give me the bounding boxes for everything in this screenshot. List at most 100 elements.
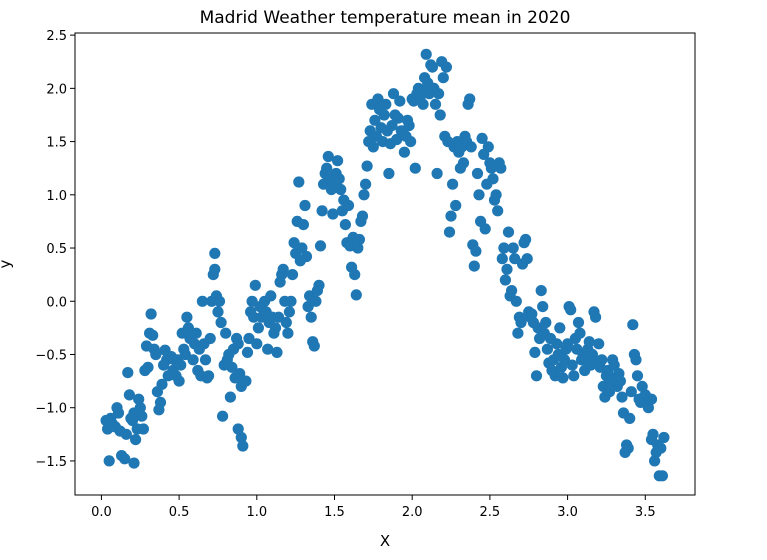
- data-point: [310, 295, 322, 307]
- data-point: [431, 167, 443, 180]
- data-point: [530, 370, 543, 382]
- data-point: [624, 412, 636, 424]
- data-point: [150, 348, 162, 361]
- data-point: [512, 327, 524, 339]
- data-point: [112, 407, 125, 419]
- x-tick-label: 0.0: [91, 505, 112, 520]
- data-point: [468, 260, 480, 272]
- data-point: [627, 319, 639, 331]
- data-point: [241, 346, 254, 358]
- y-tick-label: −1.0: [35, 402, 67, 417]
- data-point: [590, 311, 602, 323]
- data-point: [285, 295, 297, 307]
- data-point: [405, 136, 417, 148]
- data-point: [655, 442, 667, 454]
- data-point: [154, 396, 167, 408]
- data-point: [535, 285, 547, 297]
- data-point: [394, 95, 406, 107]
- data-point: [631, 370, 644, 382]
- data-point: [175, 359, 187, 371]
- data-point: [457, 157, 470, 169]
- data-point: [583, 336, 595, 348]
- data-point: [128, 457, 140, 469]
- data-point: [498, 242, 510, 254]
- data-point: [204, 332, 216, 345]
- data-point: [142, 361, 154, 373]
- data-point: [470, 245, 482, 257]
- data-point: [566, 359, 578, 371]
- x-tick-label: 1.0: [246, 505, 267, 520]
- data-point: [156, 378, 168, 390]
- data-point: [217, 410, 229, 422]
- data-point: [380, 98, 392, 110]
- data-point: [352, 242, 364, 254]
- data-point: [495, 162, 507, 174]
- data-point: [614, 375, 627, 387]
- data-point: [305, 311, 317, 323]
- data-point: [300, 250, 313, 263]
- data-point: [321, 162, 333, 174]
- data-point: [479, 223, 491, 235]
- data-point: [203, 370, 215, 382]
- data-point: [280, 316, 292, 329]
- data-point: [386, 120, 398, 132]
- data-point: [540, 316, 552, 329]
- data-point: [557, 372, 569, 384]
- data-point: [622, 442, 634, 454]
- data-point: [506, 285, 518, 297]
- data-point: [443, 226, 456, 238]
- data-point: [554, 322, 566, 334]
- data-point: [226, 361, 238, 373]
- data-point: [119, 453, 131, 465]
- data-point: [269, 322, 282, 334]
- data-point: [383, 167, 395, 180]
- data-point: [656, 470, 669, 482]
- data-point: [537, 301, 549, 313]
- x-tick-label: 3.5: [635, 505, 656, 520]
- data-point: [437, 72, 449, 84]
- data-point: [409, 162, 421, 174]
- data-point: [196, 295, 208, 307]
- plot-frame: [74, 32, 696, 496]
- data-point: [283, 306, 295, 318]
- data-point: [314, 240, 327, 252]
- y-axis-title: y: [0, 259, 14, 268]
- data-point: [277, 263, 289, 275]
- data-point: [464, 93, 476, 105]
- data-point: [190, 327, 202, 339]
- data-point: [120, 428, 132, 440]
- data-point: [450, 199, 462, 212]
- y-tick-label: 0.5: [46, 242, 67, 257]
- data-point: [658, 431, 670, 444]
- data-point: [367, 141, 379, 153]
- data-point: [286, 269, 299, 281]
- data-point: [642, 402, 655, 414]
- data-point: [507, 242, 519, 254]
- data-point: [147, 329, 159, 341]
- data-point: [593, 338, 605, 350]
- data-point: [350, 289, 362, 301]
- data-point: [232, 423, 244, 435]
- data-point: [333, 173, 345, 185]
- x-tick-label: 1.5: [324, 505, 345, 520]
- data-point: [645, 393, 658, 405]
- data-point: [316, 205, 328, 217]
- data-point: [136, 410, 148, 422]
- data-point: [173, 375, 185, 387]
- data-point: [520, 233, 532, 246]
- y-tick-label: −1.5: [35, 455, 67, 470]
- data-point: [339, 219, 351, 231]
- data-point: [220, 327, 232, 339]
- data-point: [335, 183, 347, 196]
- data-point: [565, 304, 577, 316]
- data-point: [265, 290, 277, 302]
- data-point: [297, 219, 309, 231]
- data-point: [293, 176, 305, 188]
- y-tick-label: 0.0: [46, 295, 67, 310]
- x-axis: 0.0 0.5 1.0 1.5 2.0 2.5 3.0 3.5: [91, 495, 656, 520]
- x-tick-label: 2.5: [480, 505, 501, 520]
- data-point: [358, 189, 370, 201]
- data-point: [187, 354, 199, 366]
- data-point: [251, 338, 263, 350]
